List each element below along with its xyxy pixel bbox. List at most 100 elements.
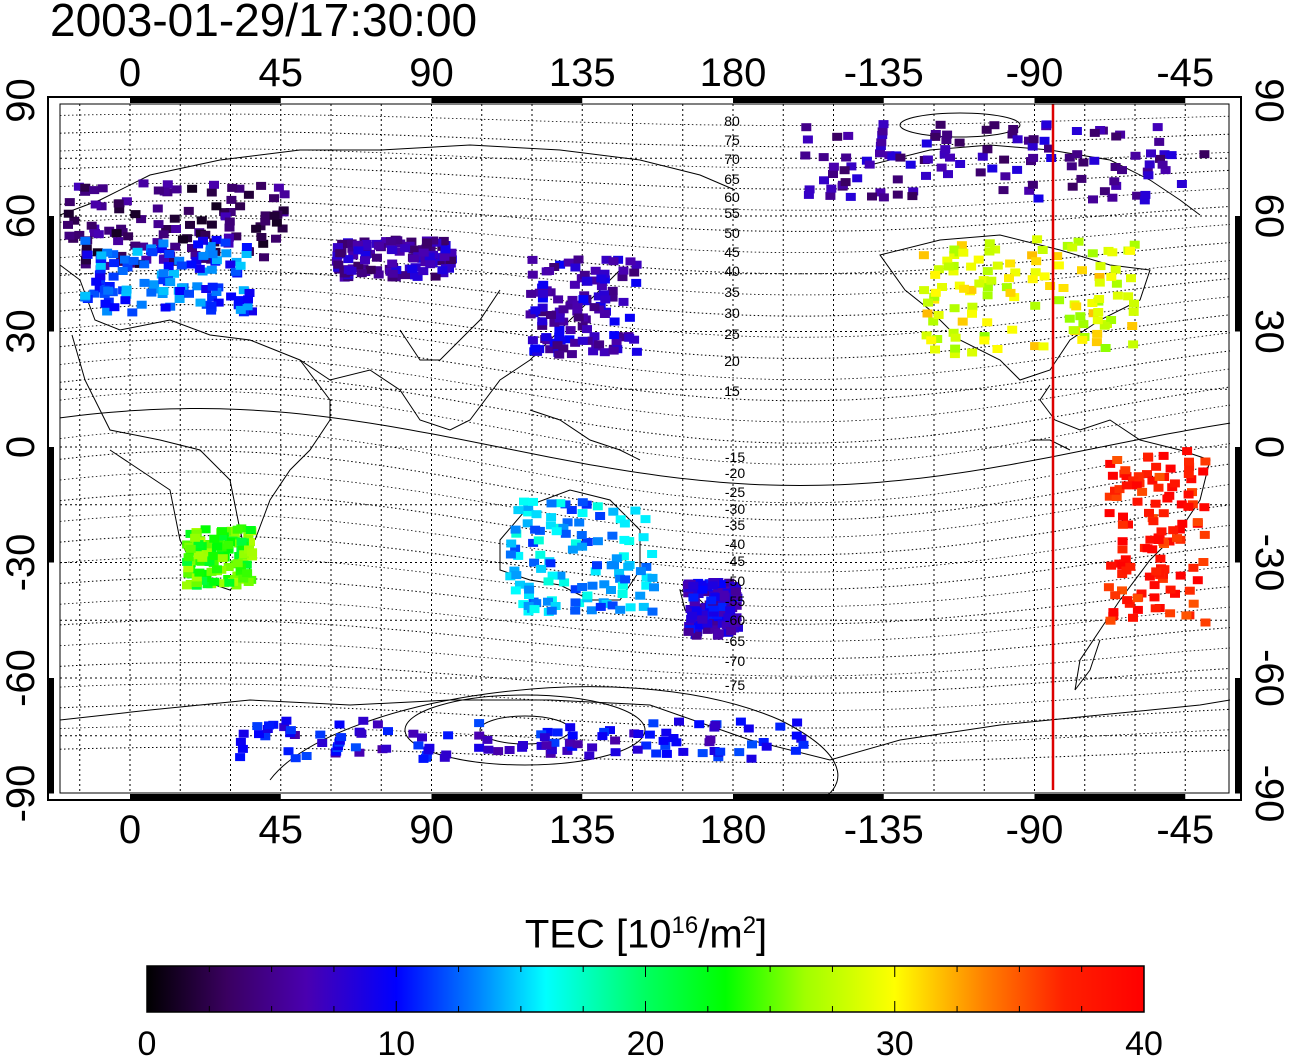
tec-cell xyxy=(828,170,838,178)
contour-label: 35 xyxy=(724,284,740,300)
tec-cell xyxy=(690,587,701,596)
tec-cell xyxy=(149,280,160,289)
tec-cell xyxy=(80,183,91,192)
contour-label: -45 xyxy=(725,553,745,569)
longitude-label-top: 90 xyxy=(409,51,454,95)
tec-cell xyxy=(1037,246,1048,254)
tec-cell xyxy=(743,724,754,733)
contour-label: 55 xyxy=(724,205,740,221)
tec-cell xyxy=(117,267,128,275)
tec-cell xyxy=(91,277,102,286)
tec-cell xyxy=(209,534,220,543)
tec-cell xyxy=(545,559,556,568)
tec-cell xyxy=(949,245,960,254)
tec-cell xyxy=(565,738,576,747)
tec-cell xyxy=(719,592,730,601)
tec-cell xyxy=(1144,572,1155,581)
tec-cell xyxy=(439,753,450,762)
coastline xyxy=(1039,384,1211,691)
tec-cell xyxy=(81,244,92,253)
frame-tick-left xyxy=(48,678,54,794)
tec-cell xyxy=(524,591,534,599)
tec-cell xyxy=(697,610,708,619)
tec-cell xyxy=(545,521,556,530)
tec-cell xyxy=(1154,137,1165,146)
tec-cell xyxy=(523,508,534,517)
tec-cell xyxy=(570,338,581,347)
tec-cell xyxy=(553,295,564,304)
tec-cell xyxy=(840,178,851,187)
tec-cell xyxy=(619,519,630,528)
tec-cell xyxy=(1088,195,1098,204)
tec-cell xyxy=(373,241,384,250)
tec-cell xyxy=(617,273,628,282)
tec-cell xyxy=(201,548,212,557)
tec-cell xyxy=(1094,273,1105,281)
tec-cell xyxy=(1129,299,1139,308)
tec-cell xyxy=(592,502,603,511)
frame-tick-top xyxy=(733,97,884,103)
tec-cell xyxy=(930,270,941,279)
tec-cell xyxy=(723,613,734,622)
tec-cell xyxy=(708,608,719,617)
tec-cell xyxy=(989,121,1000,130)
tec-cell xyxy=(1030,268,1041,277)
tec-cell xyxy=(594,340,605,349)
tec-cell xyxy=(164,250,175,258)
tec-cell xyxy=(245,526,256,534)
tec-cell xyxy=(549,318,560,327)
contour-label: 45 xyxy=(724,244,740,260)
contour-label: -65 xyxy=(725,633,745,649)
tec-data-points xyxy=(63,120,1211,763)
tec-cell xyxy=(239,550,250,559)
tec-cell xyxy=(631,278,642,287)
tec-cell xyxy=(1095,262,1106,271)
tec-cell xyxy=(64,198,75,207)
tec-cell xyxy=(589,332,600,341)
tec-cell xyxy=(804,185,815,194)
tec-cell xyxy=(618,552,629,561)
tec-cell xyxy=(153,220,164,229)
tec-cell xyxy=(1140,190,1151,199)
tec-cell xyxy=(506,539,517,548)
tec-cell xyxy=(982,291,993,300)
tec-cell xyxy=(932,335,943,343)
tec-cell xyxy=(1121,472,1132,481)
tec-cell xyxy=(541,741,552,750)
tec-cell xyxy=(1099,187,1110,196)
tec-cell xyxy=(973,255,984,264)
tec-cell xyxy=(818,153,829,162)
tec-cell xyxy=(576,531,587,539)
tec-cell xyxy=(1174,525,1185,534)
tec-cell xyxy=(360,256,370,265)
tec-cell xyxy=(236,537,247,546)
tec-cell xyxy=(1058,284,1069,292)
tec-cell xyxy=(801,123,812,132)
tec-cell xyxy=(949,251,960,259)
tec-cell xyxy=(647,607,658,616)
tec-cell xyxy=(194,568,205,577)
longitude-label-bottom: 135 xyxy=(549,808,616,852)
colorbar: 0 10 20 30 40 xyxy=(138,965,1163,1057)
tec-cell xyxy=(596,274,607,283)
tec-cell xyxy=(482,735,493,744)
tec-cell xyxy=(418,267,429,276)
tec-cell xyxy=(346,266,357,275)
tec-cell xyxy=(194,264,205,273)
tec-cell xyxy=(567,545,578,554)
tec-cell xyxy=(183,206,194,215)
tec-cell xyxy=(1010,268,1021,277)
tec-cell xyxy=(967,348,978,357)
tec-cell xyxy=(343,255,354,264)
tec-cell xyxy=(1177,519,1188,528)
tec-cell xyxy=(175,287,186,295)
tec-cell xyxy=(269,211,280,220)
tec-cell xyxy=(1165,585,1176,594)
tec-cell xyxy=(1089,156,1100,165)
tec-cell xyxy=(243,295,253,304)
longitude-label-top: 180 xyxy=(700,51,767,95)
tec-cell xyxy=(358,716,369,725)
coastline xyxy=(879,234,1151,381)
tec-cell xyxy=(555,260,566,269)
tec-cell xyxy=(1039,136,1050,145)
